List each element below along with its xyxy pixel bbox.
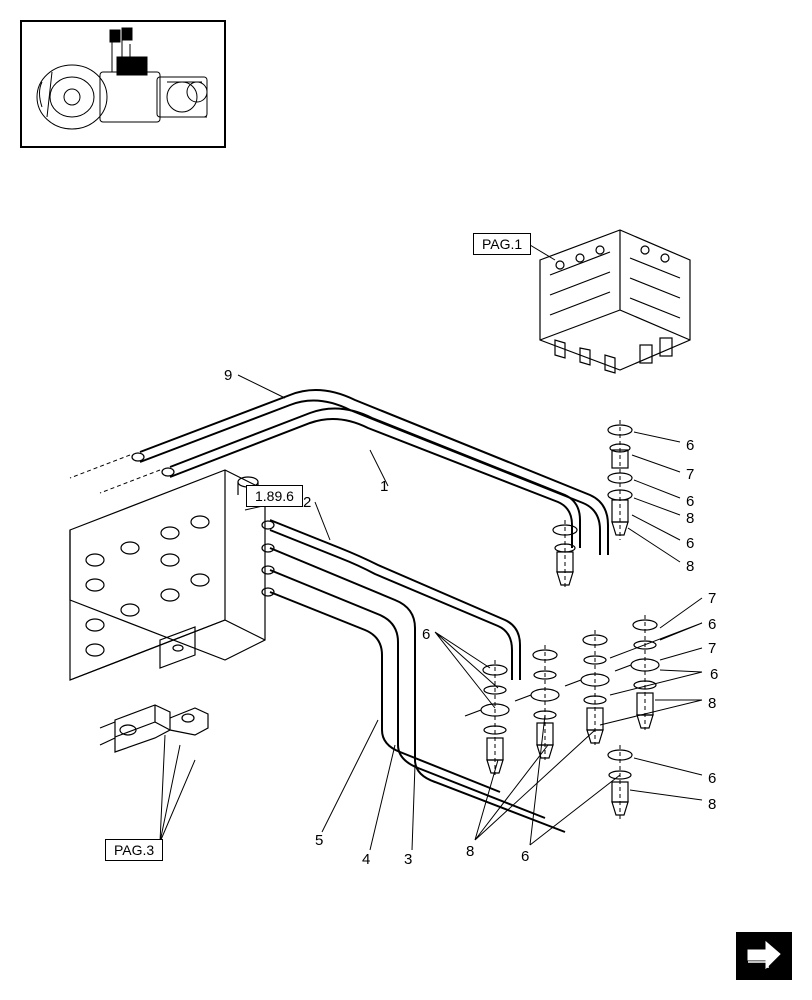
pipe-9 [132, 390, 608, 555]
valve-block-assembly [540, 230, 690, 373]
callout-8a: 8 [686, 510, 694, 527]
callout-8b: 8 [686, 558, 694, 575]
callout-9: 9 [224, 367, 232, 384]
callout-8e: 8 [466, 843, 474, 860]
label-pag1: PAG.1 [473, 233, 531, 255]
callout-4: 4 [362, 851, 370, 868]
callout-6c: 6 [686, 535, 694, 552]
callout-7a: 7 [686, 466, 694, 483]
callout-6g: 6 [708, 770, 716, 787]
callout-7b: 7 [708, 590, 716, 607]
callout-5: 5 [315, 832, 323, 849]
callout-8d: 8 [708, 796, 716, 813]
mounting-bracket [70, 470, 265, 680]
callout-3: 3 [404, 851, 412, 868]
pipe-2 [262, 520, 520, 680]
pipe-5 [262, 588, 500, 792]
callout-7c: 7 [708, 640, 716, 657]
label-ref-189-6: 1.89.6 [246, 485, 303, 507]
callout-6b: 6 [686, 493, 694, 510]
callout-6e: 6 [422, 626, 430, 643]
callout-1: 1 [380, 478, 388, 495]
nav-forward-icon[interactable] [736, 932, 792, 980]
callout-6h: 6 [521, 848, 529, 865]
label-pag1-text: PAG.1 [482, 236, 522, 252]
callout-8c: 8 [708, 695, 716, 712]
label-ref-189-6-text: 1.89.6 [255, 488, 294, 504]
callout-6d: 6 [708, 616, 716, 633]
label-pag3-text: PAG.3 [114, 842, 154, 858]
callout-2: 2 [303, 494, 311, 511]
pipe-3 [262, 544, 565, 832]
label-pag3: PAG.3 [105, 839, 163, 861]
quick-coupling [100, 705, 208, 752]
callout-6a: 6 [686, 437, 694, 454]
diagram-container: PAG.1 PAG.3 1.89.6 1 2 3 4 5 6 7 6 8 6 8… [0, 0, 812, 1000]
callout-6f: 6 [710, 666, 718, 683]
